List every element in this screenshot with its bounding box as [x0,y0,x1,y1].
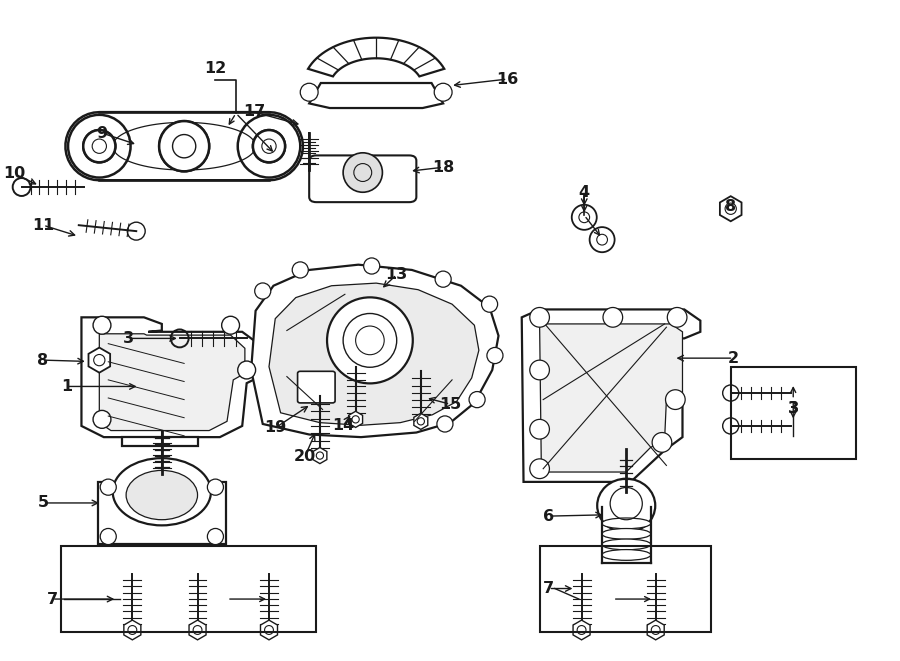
Text: 3: 3 [788,401,799,416]
Ellipse shape [159,121,209,171]
Ellipse shape [255,283,271,299]
Text: 13: 13 [385,267,408,282]
Ellipse shape [590,227,615,253]
Bar [540,547,711,632]
Text: 8: 8 [38,352,49,368]
Ellipse shape [530,360,549,380]
Ellipse shape [602,529,651,539]
Polygon shape [122,437,197,446]
Ellipse shape [253,130,285,163]
Polygon shape [124,620,141,640]
Text: 7: 7 [543,581,554,596]
Ellipse shape [253,130,285,163]
Ellipse shape [171,133,197,160]
Ellipse shape [598,479,655,533]
Text: 3: 3 [123,331,134,346]
Polygon shape [308,38,445,77]
Ellipse shape [83,130,115,163]
Text: 2: 2 [728,350,739,366]
Ellipse shape [530,419,549,439]
Text: 4: 4 [579,185,590,200]
Polygon shape [189,620,206,640]
Ellipse shape [572,205,597,230]
Ellipse shape [469,391,485,408]
Ellipse shape [482,296,498,312]
Polygon shape [647,620,664,640]
Ellipse shape [93,316,111,334]
Ellipse shape [301,83,318,101]
Ellipse shape [667,307,687,327]
Text: 17: 17 [243,104,265,120]
Polygon shape [348,411,363,428]
Polygon shape [88,348,110,373]
Text: 15: 15 [439,397,462,412]
Ellipse shape [207,528,223,545]
FancyBboxPatch shape [310,155,417,202]
Text: 12: 12 [204,61,227,76]
Ellipse shape [238,361,256,379]
Polygon shape [310,83,443,108]
Text: 18: 18 [432,160,454,175]
Text: 1: 1 [60,379,72,394]
Ellipse shape [343,313,397,368]
Ellipse shape [100,479,116,495]
Text: 6: 6 [543,508,554,524]
Text: 14: 14 [332,418,355,434]
Text: 9: 9 [96,126,108,141]
Ellipse shape [93,410,111,428]
Ellipse shape [436,416,453,432]
Polygon shape [82,317,260,437]
Polygon shape [540,324,682,472]
Ellipse shape [530,307,549,327]
Ellipse shape [364,258,380,274]
Bar [97,482,226,545]
Ellipse shape [343,153,382,192]
FancyBboxPatch shape [298,371,335,403]
Polygon shape [313,447,327,463]
Ellipse shape [126,471,197,520]
Ellipse shape [435,271,451,288]
Text: 7: 7 [47,592,58,607]
Ellipse shape [327,297,413,383]
Ellipse shape [159,121,209,171]
Ellipse shape [602,539,651,550]
Text: 11: 11 [32,217,54,233]
Ellipse shape [100,528,116,545]
Text: 5: 5 [38,496,49,510]
Polygon shape [573,620,590,640]
Text: 20: 20 [293,449,316,465]
Ellipse shape [602,549,651,561]
Ellipse shape [665,390,685,409]
Ellipse shape [221,316,239,334]
Ellipse shape [602,518,651,529]
Ellipse shape [434,83,452,101]
Polygon shape [522,309,700,482]
Polygon shape [260,620,277,640]
Ellipse shape [487,348,503,364]
Ellipse shape [292,262,309,278]
Bar [731,367,856,459]
Polygon shape [414,413,427,430]
Ellipse shape [652,432,671,452]
Ellipse shape [68,115,130,178]
Ellipse shape [530,459,549,479]
Text: 8: 8 [725,199,736,214]
Polygon shape [66,112,302,180]
Polygon shape [720,196,742,221]
Polygon shape [251,264,499,437]
Polygon shape [269,283,479,425]
Text: 16: 16 [496,71,518,87]
Polygon shape [99,334,245,430]
Bar [61,547,316,632]
Text: 19: 19 [264,420,286,436]
Ellipse shape [112,458,211,525]
Ellipse shape [238,115,301,178]
Text: 10: 10 [4,167,25,181]
Text: 3: 3 [788,401,799,416]
Ellipse shape [603,307,623,327]
Ellipse shape [83,130,115,163]
Ellipse shape [207,479,223,495]
